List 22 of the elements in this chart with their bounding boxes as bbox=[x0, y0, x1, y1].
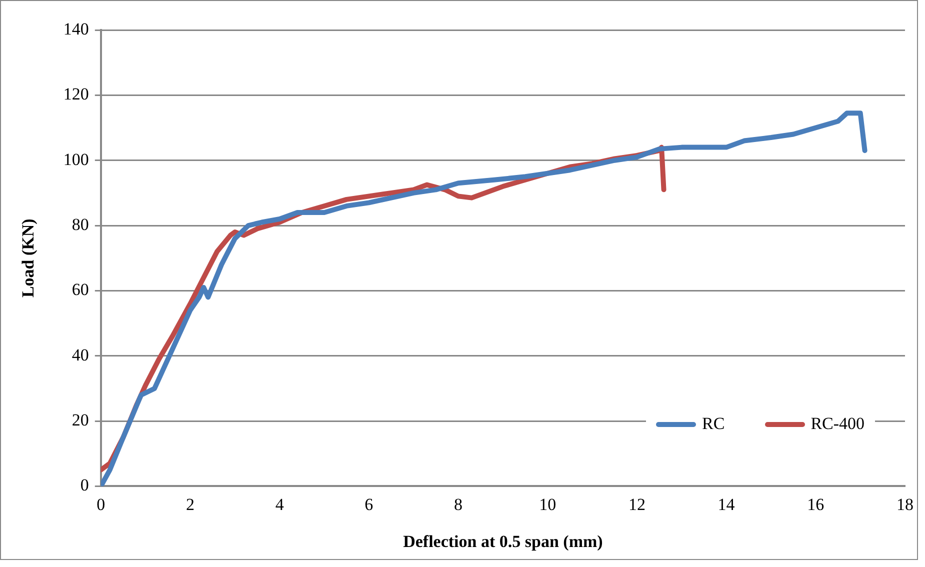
x-tick-label: 2 bbox=[186, 494, 194, 514]
y-tick-label: 20 bbox=[72, 410, 89, 430]
y-tick-label: 80 bbox=[72, 214, 89, 234]
legend-label: RC bbox=[702, 414, 725, 434]
x-axis-title: Deflection at 0.5 span (mm) bbox=[403, 532, 603, 552]
y-tick-label: 120 bbox=[63, 84, 89, 104]
x-tick-label: 4 bbox=[275, 494, 284, 514]
x-tick-label: 12 bbox=[628, 494, 646, 514]
x-tick-label: 0 bbox=[96, 494, 106, 514]
legend-label: RC-400 bbox=[810, 414, 865, 434]
x-tick-label: 6 bbox=[364, 494, 374, 514]
x-tick-label: 10 bbox=[539, 494, 556, 514]
y-tick-label: 140 bbox=[63, 19, 89, 38]
x-tick-label: 18 bbox=[896, 494, 914, 514]
x-tick-label: 8 bbox=[454, 494, 463, 514]
y-tick-label: 60 bbox=[72, 280, 89, 300]
x-tick-label: 16 bbox=[807, 494, 824, 514]
y-tick-label: 100 bbox=[63, 150, 89, 169]
y-tick-label: 0 bbox=[80, 476, 89, 495]
y-tick-label: 40 bbox=[72, 345, 89, 364]
y-axis-title: Load (KN) bbox=[18, 218, 38, 298]
x-tick-label: 14 bbox=[718, 494, 736, 514]
